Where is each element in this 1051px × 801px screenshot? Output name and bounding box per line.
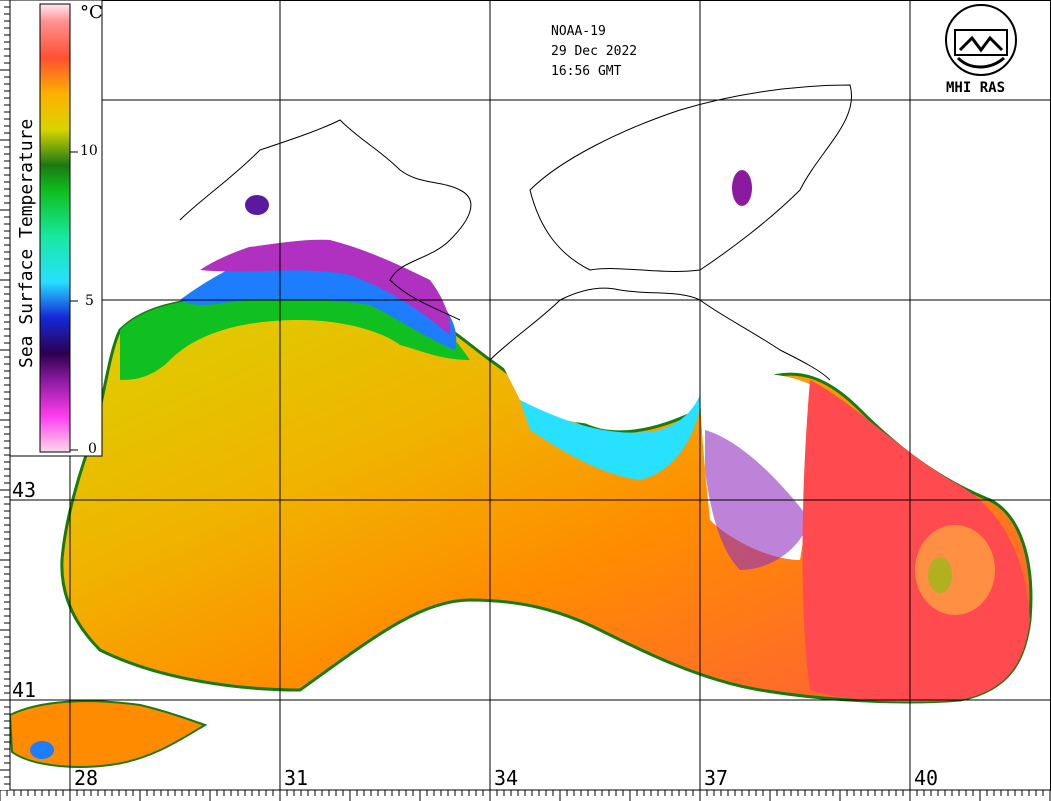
lon-label-40: 40 bbox=[914, 766, 939, 790]
crimea-cold-edge bbox=[520, 380, 705, 480]
legend-box bbox=[9, 0, 103, 457]
image-time: 16:56 GMT bbox=[551, 64, 622, 79]
crimea-cold bbox=[500, 307, 700, 424]
lon-label-34: 34 bbox=[494, 766, 519, 790]
nw-shelf-cold bbox=[120, 288, 470, 380]
legend-tick-5: 5 bbox=[85, 293, 94, 309]
mhi-ras-logo bbox=[945, 4, 1017, 76]
east-warm bbox=[802, 380, 1030, 702]
legend-colorbar bbox=[39, 3, 71, 453]
azov-cold-spot bbox=[732, 170, 752, 206]
nw-land-snow bbox=[210, 200, 450, 290]
image-info: NOAA-19 29 Dec 2022 16:56 GMT bbox=[551, 22, 637, 82]
lat-label-41: 41 bbox=[12, 678, 37, 702]
marmara-cold bbox=[30, 741, 54, 759]
lon-label-31: 31 bbox=[284, 766, 309, 790]
satellite-name: NOAA-19 bbox=[551, 24, 606, 39]
image-date: 29 Dec 2022 bbox=[551, 44, 638, 59]
east-eddy bbox=[915, 525, 995, 615]
legend-tick-10: 10 bbox=[80, 143, 98, 159]
lon-label-28: 28 bbox=[74, 766, 99, 790]
nw-cold-spot bbox=[245, 195, 269, 215]
east-eddy-core bbox=[928, 557, 952, 593]
lon-label-37: 37 bbox=[704, 766, 729, 790]
lat-label-43: 43 bbox=[12, 478, 37, 502]
coastline-north bbox=[179, 119, 472, 321]
legend-title: Sea Surface Temperature bbox=[16, 118, 37, 368]
marmara-sea bbox=[8, 700, 208, 768]
coastline-crimea bbox=[489, 287, 831, 381]
legend-tick-0: 0 bbox=[88, 441, 97, 457]
legend-unit: °C bbox=[80, 2, 103, 23]
azov-sea bbox=[529, 84, 852, 272]
logo-text: MHI RAS bbox=[946, 80, 1006, 96]
